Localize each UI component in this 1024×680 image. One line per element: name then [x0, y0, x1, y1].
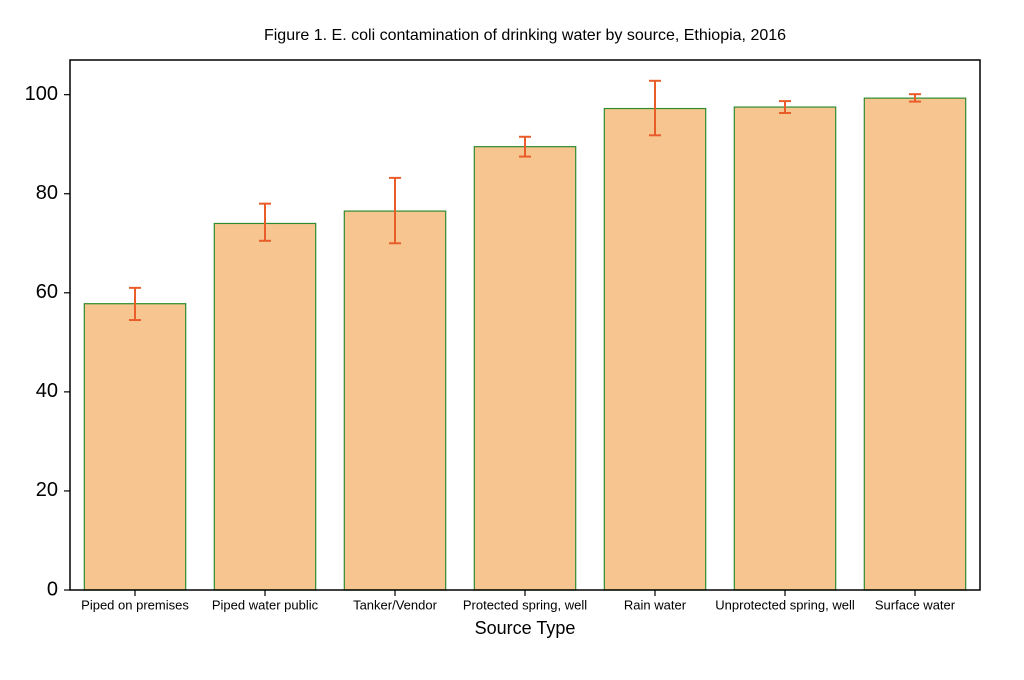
x-tick-label: Tanker/Vendor: [353, 598, 438, 613]
bar: [864, 98, 965, 590]
x-tick-label: Protected spring, well: [463, 598, 587, 613]
x-tick-label: Rain water: [624, 598, 687, 613]
y-tick-label: 40: [36, 380, 58, 402]
bar: [344, 211, 445, 590]
chart-container: 0 20 40 60 80 100 Piped on premises Piped water…: [0, 0, 1024, 680]
bar: [84, 304, 185, 590]
bar: [214, 223, 315, 590]
bar: [604, 109, 705, 590]
x-tick-label: Surface water: [875, 598, 956, 613]
y-tick-label: 60: [36, 281, 58, 303]
x-tick-label: Piped water public: [212, 598, 319, 613]
chart-title: Figure 1. E. coli contamination of drink…: [264, 27, 786, 44]
y-tick-label: 20: [36, 479, 58, 501]
y-tick-label: 100: [25, 83, 58, 105]
x-tick-label: Unprotected spring, well: [715, 598, 855, 613]
chart-svg: 0 20 40 60 80 100 Piped on premises Piped water…: [0, 0, 1024, 680]
x-tick-label: Piped on premises: [81, 598, 189, 613]
x-axis-label: Source Type: [475, 618, 576, 638]
y-tick-label: 80: [36, 182, 58, 204]
bar: [474, 147, 575, 590]
bar: [734, 107, 835, 590]
y-tick-label: 0: [47, 578, 58, 600]
